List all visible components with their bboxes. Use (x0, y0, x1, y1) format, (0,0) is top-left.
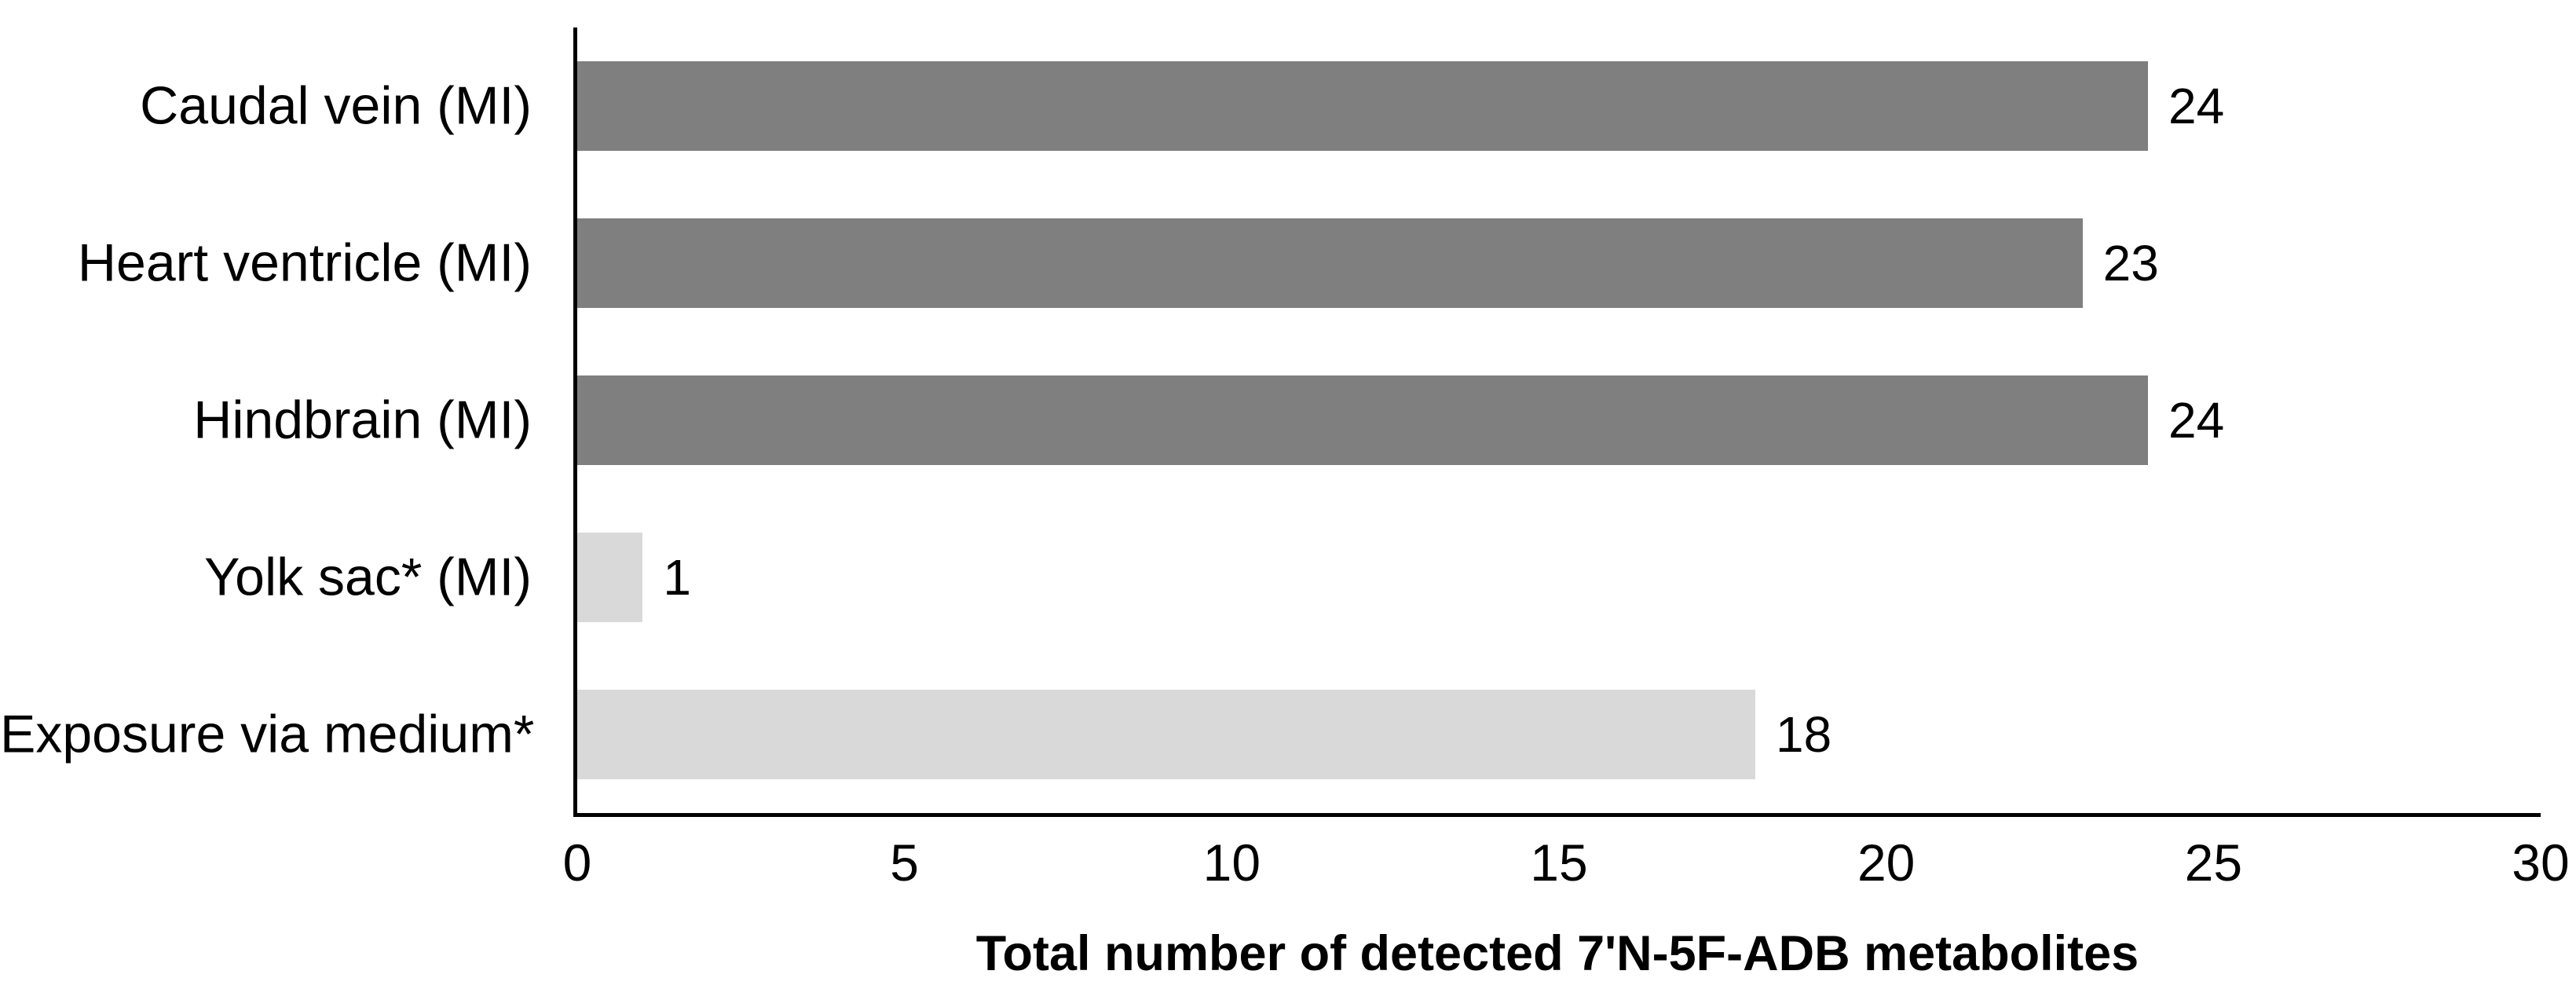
category-label: Heart ventricle (MI) (77, 233, 532, 293)
plot-area (573, 27, 2541, 817)
bar-value-label: 24 (2168, 78, 2225, 134)
bar (577, 690, 1755, 779)
bar (577, 61, 2148, 151)
x-tick-label: 20 (1857, 833, 1916, 892)
bar-value-label: 1 (663, 549, 691, 606)
x-tick-label: 25 (2184, 833, 2243, 892)
x-tick-label: 15 (1530, 833, 1588, 892)
bar-value-label: 24 (2168, 392, 2225, 449)
x-tick-label: 30 (2512, 833, 2570, 892)
x-tick-label: 5 (890, 833, 920, 892)
category-label: Caudal vein (MI) (140, 75, 532, 136)
bar-value-label: 23 (2102, 235, 2159, 291)
bar (577, 218, 2083, 308)
category-label: Exposure via medium* (0, 704, 535, 764)
x-tick-label: 10 (1202, 833, 1261, 892)
x-tick-label: 0 (562, 833, 592, 892)
x-axis-title: Total number of detected 7'N-5F-ADB meta… (975, 926, 2139, 981)
bar-value-label: 18 (1776, 706, 1832, 763)
bar (577, 375, 2148, 465)
bar (577, 533, 643, 622)
category-label: Hindbrain (MI) (193, 390, 532, 450)
category-label: Yolk sac* (MI) (204, 547, 532, 607)
